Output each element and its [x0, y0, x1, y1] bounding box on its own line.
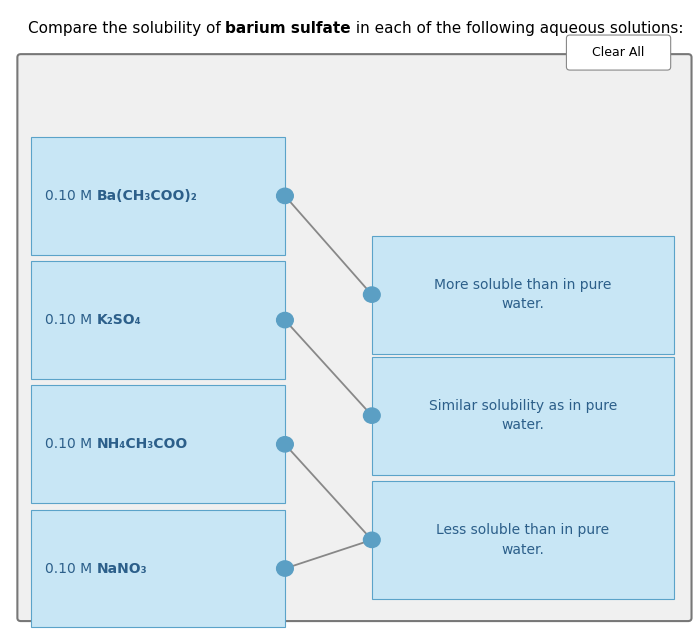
FancyBboxPatch shape [566, 35, 671, 70]
Text: Clear All: Clear All [592, 46, 645, 59]
FancyBboxPatch shape [31, 137, 285, 255]
Circle shape [363, 533, 380, 548]
Text: NH₄CH₃COO: NH₄CH₃COO [97, 438, 188, 451]
Text: 0.10 M: 0.10 M [45, 438, 97, 451]
Circle shape [277, 313, 293, 327]
Text: Ba(CH₃COO)₂: Ba(CH₃COO)₂ [97, 189, 197, 203]
FancyBboxPatch shape [372, 236, 674, 354]
Circle shape [277, 437, 293, 452]
Text: barium sulfate: barium sulfate [225, 21, 351, 36]
FancyBboxPatch shape [31, 385, 285, 503]
Circle shape [277, 188, 293, 203]
Text: Similar solubility as in pure
water.: Similar solubility as in pure water. [429, 399, 617, 433]
Circle shape [363, 408, 380, 423]
FancyBboxPatch shape [372, 481, 674, 599]
Text: 0.10 M: 0.10 M [45, 189, 97, 203]
Text: K₂SO₄: K₂SO₄ [97, 313, 141, 327]
Text: Compare the solubility of: Compare the solubility of [28, 21, 225, 36]
Text: NaNO₃: NaNO₃ [97, 562, 147, 575]
Text: in each of the following aqueous solutions:: in each of the following aqueous solutio… [351, 21, 684, 36]
FancyBboxPatch shape [31, 510, 285, 627]
FancyBboxPatch shape [31, 261, 285, 379]
Text: Less soluble than in pure
water.: Less soluble than in pure water. [436, 523, 610, 557]
FancyBboxPatch shape [17, 54, 692, 621]
Circle shape [363, 287, 380, 303]
Text: 0.10 M: 0.10 M [45, 562, 97, 575]
FancyBboxPatch shape [372, 357, 674, 475]
Text: More soluble than in pure
water.: More soluble than in pure water. [434, 278, 612, 311]
Circle shape [277, 561, 293, 576]
Text: 0.10 M: 0.10 M [45, 313, 97, 327]
